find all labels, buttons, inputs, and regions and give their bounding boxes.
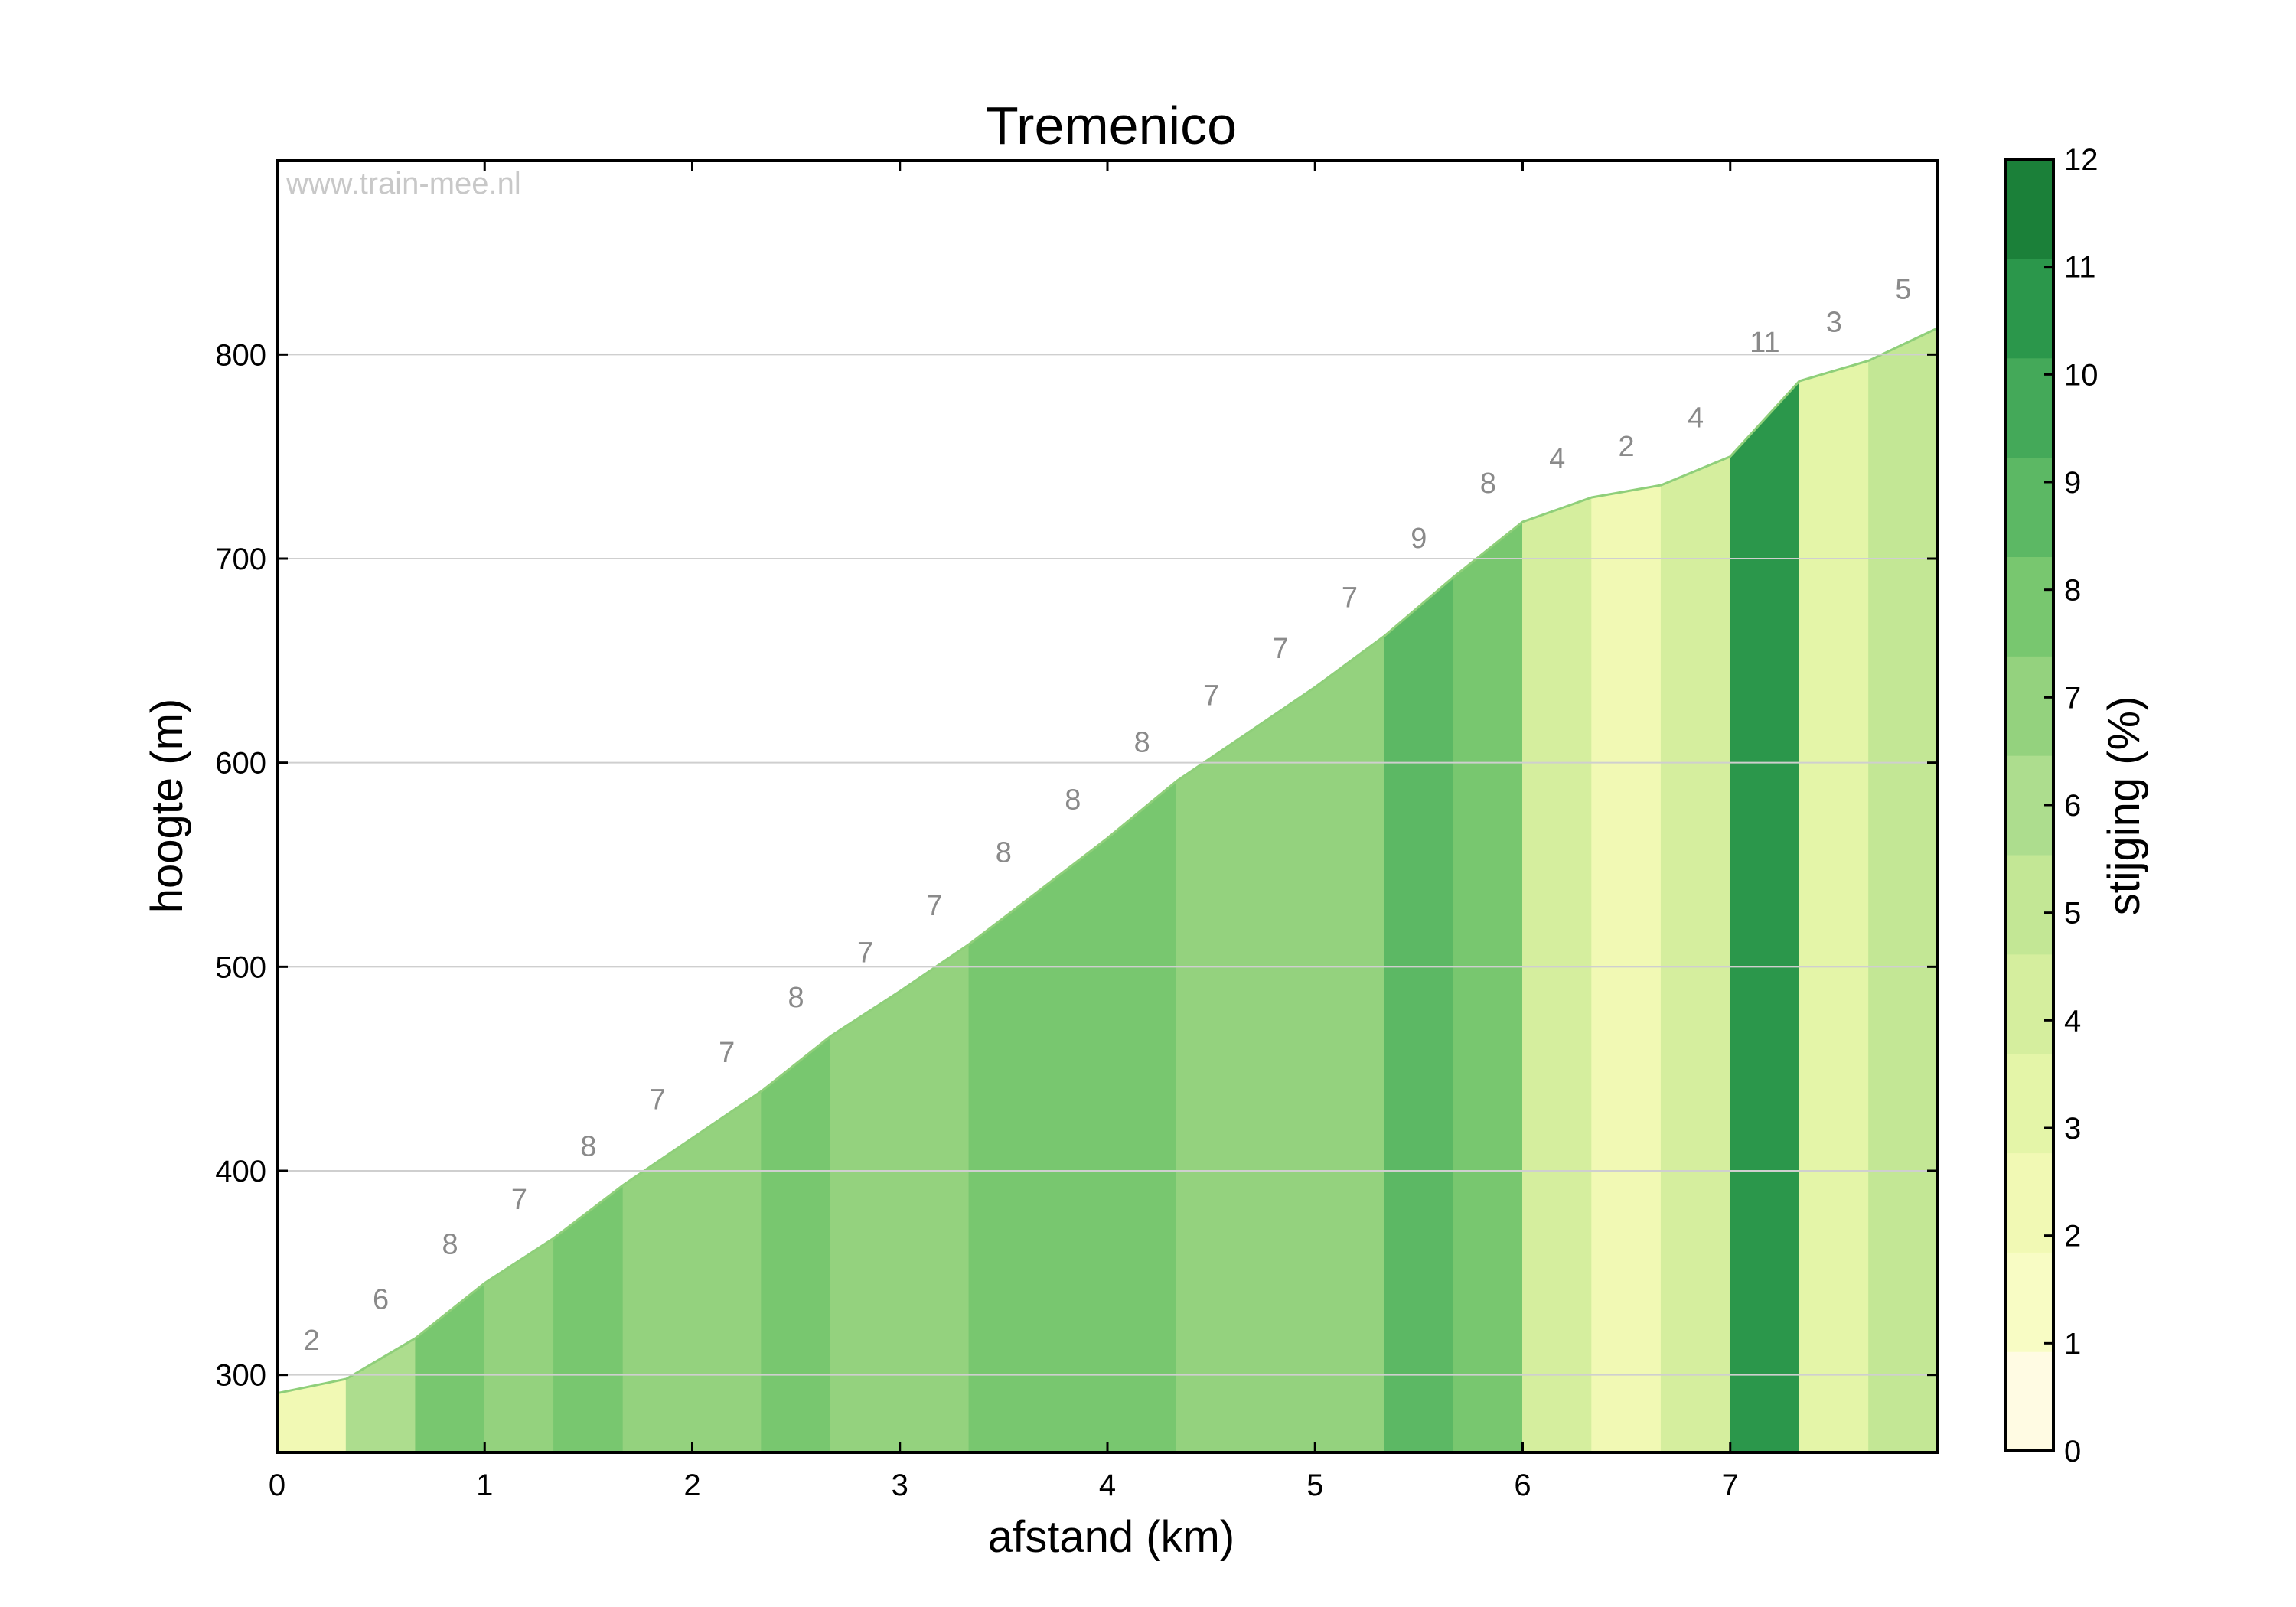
colorbar-band — [2006, 1351, 2053, 1452]
colorbar-tick-label: 12 — [2064, 143, 2099, 177]
profile-segment — [1591, 484, 1662, 1453]
profile-segment — [1384, 575, 1454, 1453]
profile-segment — [1176, 733, 1247, 1453]
x-tick-label: 7 — [1722, 1468, 1739, 1502]
profile-segment — [830, 990, 901, 1453]
grade-label: 7 — [511, 1184, 527, 1216]
colorbar-tick-label: 1 — [2064, 1327, 2081, 1361]
colorbar-band — [2006, 656, 2053, 756]
profile-segment — [1730, 380, 1800, 1453]
y-tick-label: 400 — [215, 1155, 266, 1188]
grade-label: 9 — [1411, 523, 1427, 555]
grade-label: 7 — [650, 1084, 666, 1116]
colorbar-band — [2006, 159, 2053, 259]
colorbar-tick-label: 8 — [2064, 574, 2081, 608]
colorbar-band — [2006, 556, 2053, 657]
grade-label: 6 — [373, 1284, 389, 1316]
x-tick-label: 3 — [892, 1468, 908, 1502]
y-tick-label: 800 — [215, 338, 266, 372]
gradient-segments — [276, 327, 1939, 1453]
profile-segment — [761, 1035, 831, 1453]
x-tick-label: 5 — [1306, 1468, 1323, 1502]
grade-label: 7 — [926, 890, 942, 922]
grade-label: 7 — [1203, 680, 1219, 712]
colorbar-tick-label: 9 — [2064, 466, 2081, 500]
colorbar-label: stijging (%) — [2099, 696, 2149, 916]
x-tick-label: 0 — [269, 1468, 285, 1502]
grade-label: 7 — [719, 1037, 735, 1069]
profile-segment — [968, 890, 1039, 1453]
chart-title: Tremenico — [986, 96, 1237, 155]
grade-label: 2 — [304, 1325, 320, 1357]
colorbar-band — [2006, 953, 2053, 1054]
colorbar-tick-label: 7 — [2064, 681, 2081, 715]
profile-segment — [692, 1090, 762, 1453]
colorbar-tick-label: 3 — [2064, 1112, 2081, 1146]
grade-label: 4 — [1688, 403, 1704, 435]
grade-labels: 2 6 8 7 8 7 7 8 7 7 8 8 8 7 7 7 9 8 4 2 4 11 3 5 — [304, 274, 1912, 1357]
profile-segment — [1660, 455, 1731, 1453]
grade-label: 3 — [1826, 306, 1842, 338]
colorbar-band — [2006, 258, 2053, 359]
profile-segment — [1868, 327, 1939, 1453]
y-tick-label: 300 — [215, 1359, 266, 1393]
x-axis-label: afstand (km) — [988, 1512, 1234, 1562]
profile-segment — [1522, 497, 1593, 1453]
y-axis-label: hoogte (m) — [142, 699, 192, 913]
x-tick-label: 6 — [1514, 1468, 1531, 1502]
profile-segment — [553, 1184, 624, 1453]
profile-segment — [1038, 837, 1108, 1453]
grade-label: 8 — [996, 837, 1012, 869]
grade-label: 7 — [1342, 582, 1358, 614]
x-tick-label: 1 — [476, 1468, 493, 1502]
grade-label: 8 — [1065, 784, 1081, 816]
grade-label: 8 — [788, 982, 804, 1014]
grade-label: 8 — [1480, 468, 1496, 500]
colorbar-band — [2006, 1152, 2053, 1253]
grade-label: 8 — [1134, 727, 1150, 759]
grade-label: 4 — [1549, 443, 1565, 475]
profile-segment — [622, 1137, 693, 1453]
colorbar-band — [2006, 1252, 2053, 1352]
y-tick-label: 600 — [215, 747, 266, 781]
grade-label: 8 — [580, 1131, 596, 1163]
profile-segment — [484, 1237, 555, 1453]
profile-segment — [345, 1337, 416, 1453]
colorbar-band — [2006, 457, 2053, 557]
profile-line — [276, 327, 1939, 1395]
grade-label: 7 — [857, 937, 873, 969]
grade-label: 5 — [1895, 274, 1911, 306]
axes: 300 400 500 600 700 800 0 1 2 3 4 5 6 7 — [215, 161, 1938, 1502]
colorbar-tick-label: 2 — [2064, 1220, 2081, 1253]
colorbar-tick-label: 5 — [2064, 897, 2081, 931]
grade-label: 8 — [442, 1229, 458, 1261]
x-tick-label: 2 — [683, 1468, 700, 1502]
colorbar-band — [2006, 854, 2053, 955]
colorbar-tick-label: 11 — [2064, 251, 2096, 285]
profile-segment — [1245, 686, 1316, 1453]
colorbar-band — [2006, 357, 2053, 458]
x-tick-label: 4 — [1099, 1468, 1116, 1502]
colorbar-tick-label: 6 — [2064, 789, 2081, 823]
profile-segment — [899, 944, 970, 1453]
profile-segment — [415, 1282, 485, 1453]
profile-segment — [1799, 360, 1870, 1453]
grade-label: 2 — [1619, 431, 1635, 463]
profile-segment — [1453, 520, 1523, 1453]
watermark-text: www.train-mee.nl — [285, 167, 521, 200]
colorbar-tick-label: 10 — [2064, 358, 2099, 392]
colorbar-tick-label: 0 — [2064, 1435, 2081, 1468]
y-tick-label: 700 — [215, 543, 266, 576]
grade-label: 11 — [1750, 327, 1779, 359]
y-tick-label: 500 — [215, 950, 266, 984]
grade-label: 7 — [1273, 633, 1289, 665]
profile-segment — [1107, 780, 1177, 1453]
colorbar-tick-label: 4 — [2064, 1004, 2081, 1038]
colorbar-band — [2006, 1053, 2053, 1154]
profile-segment — [1314, 635, 1385, 1453]
gridlines — [277, 354, 1938, 1376]
